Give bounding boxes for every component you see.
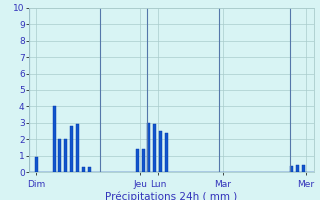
Bar [296, 165, 299, 172]
Bar [136, 149, 139, 172]
Bar [88, 167, 91, 172]
Bar [302, 165, 305, 172]
Bar [159, 131, 162, 172]
Bar [82, 167, 85, 172]
Bar [290, 166, 293, 172]
Bar [141, 149, 145, 172]
Bar [64, 139, 68, 172]
Bar [59, 139, 61, 172]
Bar [165, 133, 168, 172]
Bar [153, 124, 156, 172]
Bar [70, 126, 73, 172]
Bar [148, 123, 150, 172]
Bar [76, 124, 79, 172]
Bar [52, 106, 55, 172]
X-axis label: Précipitations 24h ( mm ): Précipitations 24h ( mm ) [105, 191, 237, 200]
Bar [35, 157, 38, 172]
